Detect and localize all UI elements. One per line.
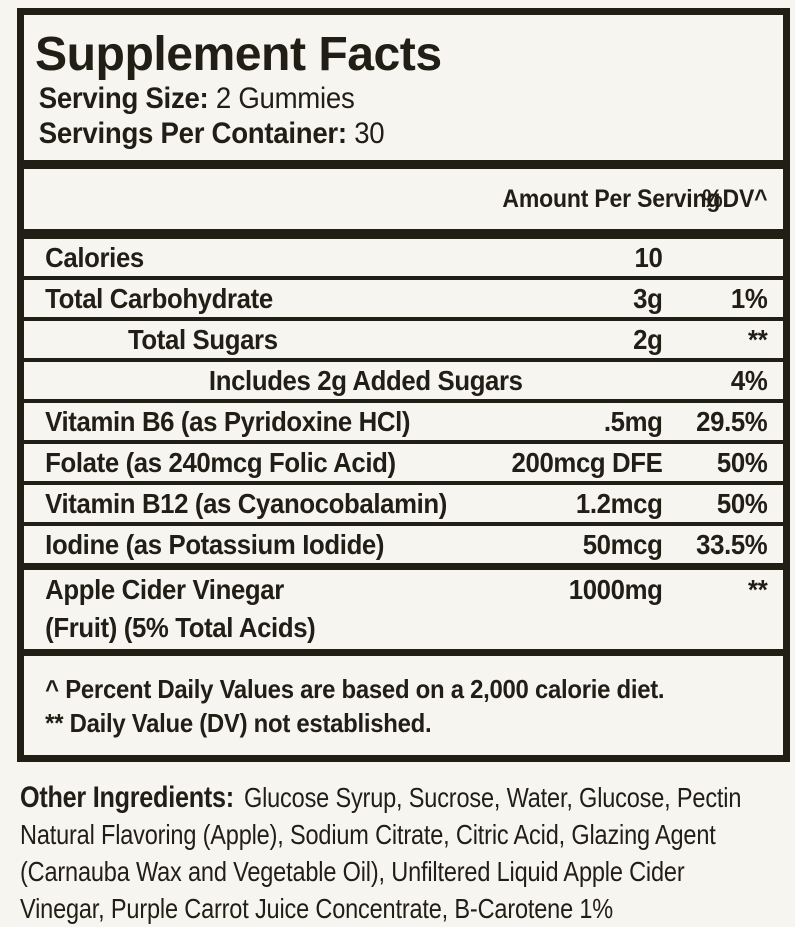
other-ingredients-section: Other Ingredients: Glucose Syrup, Sucrose… [20, 779, 795, 927]
nutrient-row: Vitamin B6 (as Pyridoxine HCl) .5mg 29.5… [24, 403, 783, 444]
nutrient-name: Calories [45, 241, 144, 273]
nutrient-row: Apple Cider Vinegar 1000mg ** (Fruit) (5… [24, 570, 783, 656]
nutrient-amount: 1000mg [568, 574, 663, 605]
other-ingredients-line: (Carnauba Wax and Vegetable Oil), Unfilt… [20, 856, 685, 887]
nutrient-row: Vitamin B12 (as Cyanocobalamin) 1.2mcg 5… [24, 485, 783, 526]
servings-per-container-value: 30 [354, 117, 385, 150]
servings-per-container-label: Servings Per Container: [38, 117, 347, 150]
nutrient-name: Includes 2g Added Sugars [208, 364, 523, 396]
nutrient-name-secondary: (Fruit) (5% Total Acids) [45, 612, 316, 643]
nutrient-amount: .5mg [603, 405, 663, 437]
footnote-dv-basis: ^ Percent Daily Values are based on a 2,… [45, 674, 665, 704]
facts-panel-content: Supplement Facts Serving Size: 2 Gummies… [24, 29, 783, 740]
other-ingredients-heading: Other Ingredients: [20, 781, 234, 814]
other-ingredients-line: Other Ingredients: Glucose Syrup, Sucrose… [20, 779, 795, 816]
divider-heavy-header [24, 229, 783, 239]
panel-title: Supplement Facts [35, 28, 442, 81]
nutrient-row: Calories 10 [24, 239, 783, 280]
footnote-dv-not-established: ** Daily Value (DV) not established. [45, 708, 432, 738]
nutrient-amount: 200mcg DFE [511, 446, 663, 478]
other-ingredients-text: Glucose Syrup, Sucrose, Water, Glucose, … [243, 782, 742, 813]
nutrient-dv: 50% [716, 446, 768, 478]
nutrient-name: Iodine (as Potassium Iodide) [45, 528, 385, 560]
nutrient-amount: 50mcg [582, 528, 663, 560]
nutrient-name: Total Carbohydrate [45, 282, 273, 314]
nutrient-dv: ** [748, 574, 768, 605]
nutrient-name: Vitamin B12 (as Cyanocobalamin) [45, 487, 447, 519]
nutrient-rows: Calories 10 Total Carbohydrate 3g 1% Tot… [24, 239, 783, 656]
nutrient-name: Folate (as 240mcg Folic Acid) [45, 446, 396, 478]
supplement-facts-panel: Supplement Facts Serving Size: 2 Gummies… [17, 8, 790, 762]
nutrient-row: Iodine (as Potassium Iodide) 50mcg 33.5% [24, 526, 783, 570]
nutrient-dv: 4% [730, 364, 768, 396]
other-ingredients-line: Vinegar, Purple Carrot Juice Concentrate… [20, 893, 614, 924]
nutrient-name: Apple Cider Vinegar [45, 574, 284, 605]
nutrient-dv: 29.5% [696, 405, 768, 437]
nutrient-row: Total Sugars 2g ** [24, 321, 783, 362]
nutrient-dv: 50% [716, 487, 768, 519]
nutrient-name: Total Sugars [127, 323, 278, 355]
nutrient-dv: 33.5% [696, 528, 768, 560]
percent-dv-header: %DV^ [702, 184, 768, 213]
nutrient-dv: ** [748, 323, 768, 355]
column-header-row: Amount Per Serving %DV^ [24, 169, 783, 229]
divider-heavy-top [24, 160, 783, 169]
other-ingredients-line: Natural Flavoring (Apple), Sodium Citrat… [20, 819, 716, 850]
servings-per-container-line: Servings Per Container: 30 [39, 116, 783, 151]
nutrient-amount: 1.2mcg [575, 487, 663, 519]
serving-size-line: Serving Size: 2 Gummies [39, 81, 783, 116]
nutrient-row: Total Carbohydrate 3g 1% [24, 280, 783, 321]
serving-size-label: Serving Size: [38, 82, 209, 115]
nutrient-amount: 2g [633, 323, 663, 355]
nutrient-dv: 1% [730, 282, 768, 314]
serving-size-value: 2 Gummies [215, 82, 355, 115]
footnotes: ^ Percent Daily Values are based on a 2,… [24, 656, 783, 740]
nutrient-amount: 3g [633, 282, 663, 314]
nutrient-row: Includes 2g Added Sugars 4% [24, 362, 783, 403]
nutrient-name: Vitamin B6 (as Pyridoxine HCl) [45, 405, 411, 437]
nutrient-amount: 10 [634, 241, 663, 273]
nutrient-row: Folate (as 240mcg Folic Acid) 200mcg DFE… [24, 444, 783, 485]
amount-per-serving-header: Amount Per Serving [502, 184, 721, 213]
